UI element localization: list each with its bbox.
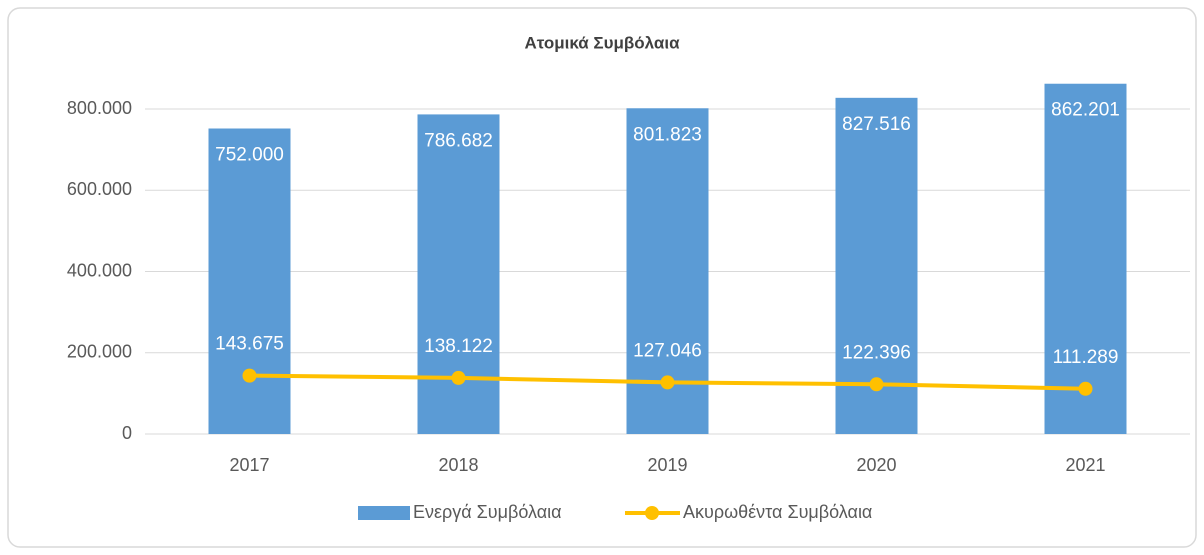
data-label: 122.396 [842,342,911,363]
data-label: 111.289 [1053,347,1119,368]
data-label: 801.823 [633,124,702,145]
legend-swatch [358,506,410,520]
data-label: 786.682 [424,130,493,151]
x-tick-label: 2021 [1065,455,1105,475]
y-tick-label: 200.000 [67,342,132,362]
bar [1044,83,1127,435]
data-label: 138.122 [424,336,493,357]
y-tick-label: 400.000 [67,260,132,280]
x-tick-label: 2019 [647,455,687,475]
chart-frame [7,7,1197,548]
data-label: 862.201 [1051,100,1120,121]
line-marker [1078,381,1093,396]
data-label: 827.516 [842,114,911,135]
line-marker [242,368,257,383]
bar [417,114,500,435]
line-marker [451,370,466,385]
data-label: 143.675 [215,334,284,355]
data-label: 127.046 [633,340,702,361]
y-tick-label: 800.000 [67,98,132,118]
x-tick-label: 2018 [438,455,478,475]
y-tick-label: 600.000 [67,179,132,199]
legend-label: Ενεργά Συμβόλαια [413,502,562,522]
x-tick-label: 2017 [229,455,269,475]
y-tick-label: 0 [122,423,132,443]
line-marker [869,377,884,392]
x-tick-label: 2020 [856,455,896,475]
legend-swatch-marker [645,506,659,520]
legend-label: Ακυρωθέντα Συμβόλαια [683,502,872,522]
chart-title: Ατομικά Συμβόλαια [524,33,680,52]
line-marker [660,375,675,390]
data-label: 752.000 [215,145,284,166]
bar [208,128,291,434]
